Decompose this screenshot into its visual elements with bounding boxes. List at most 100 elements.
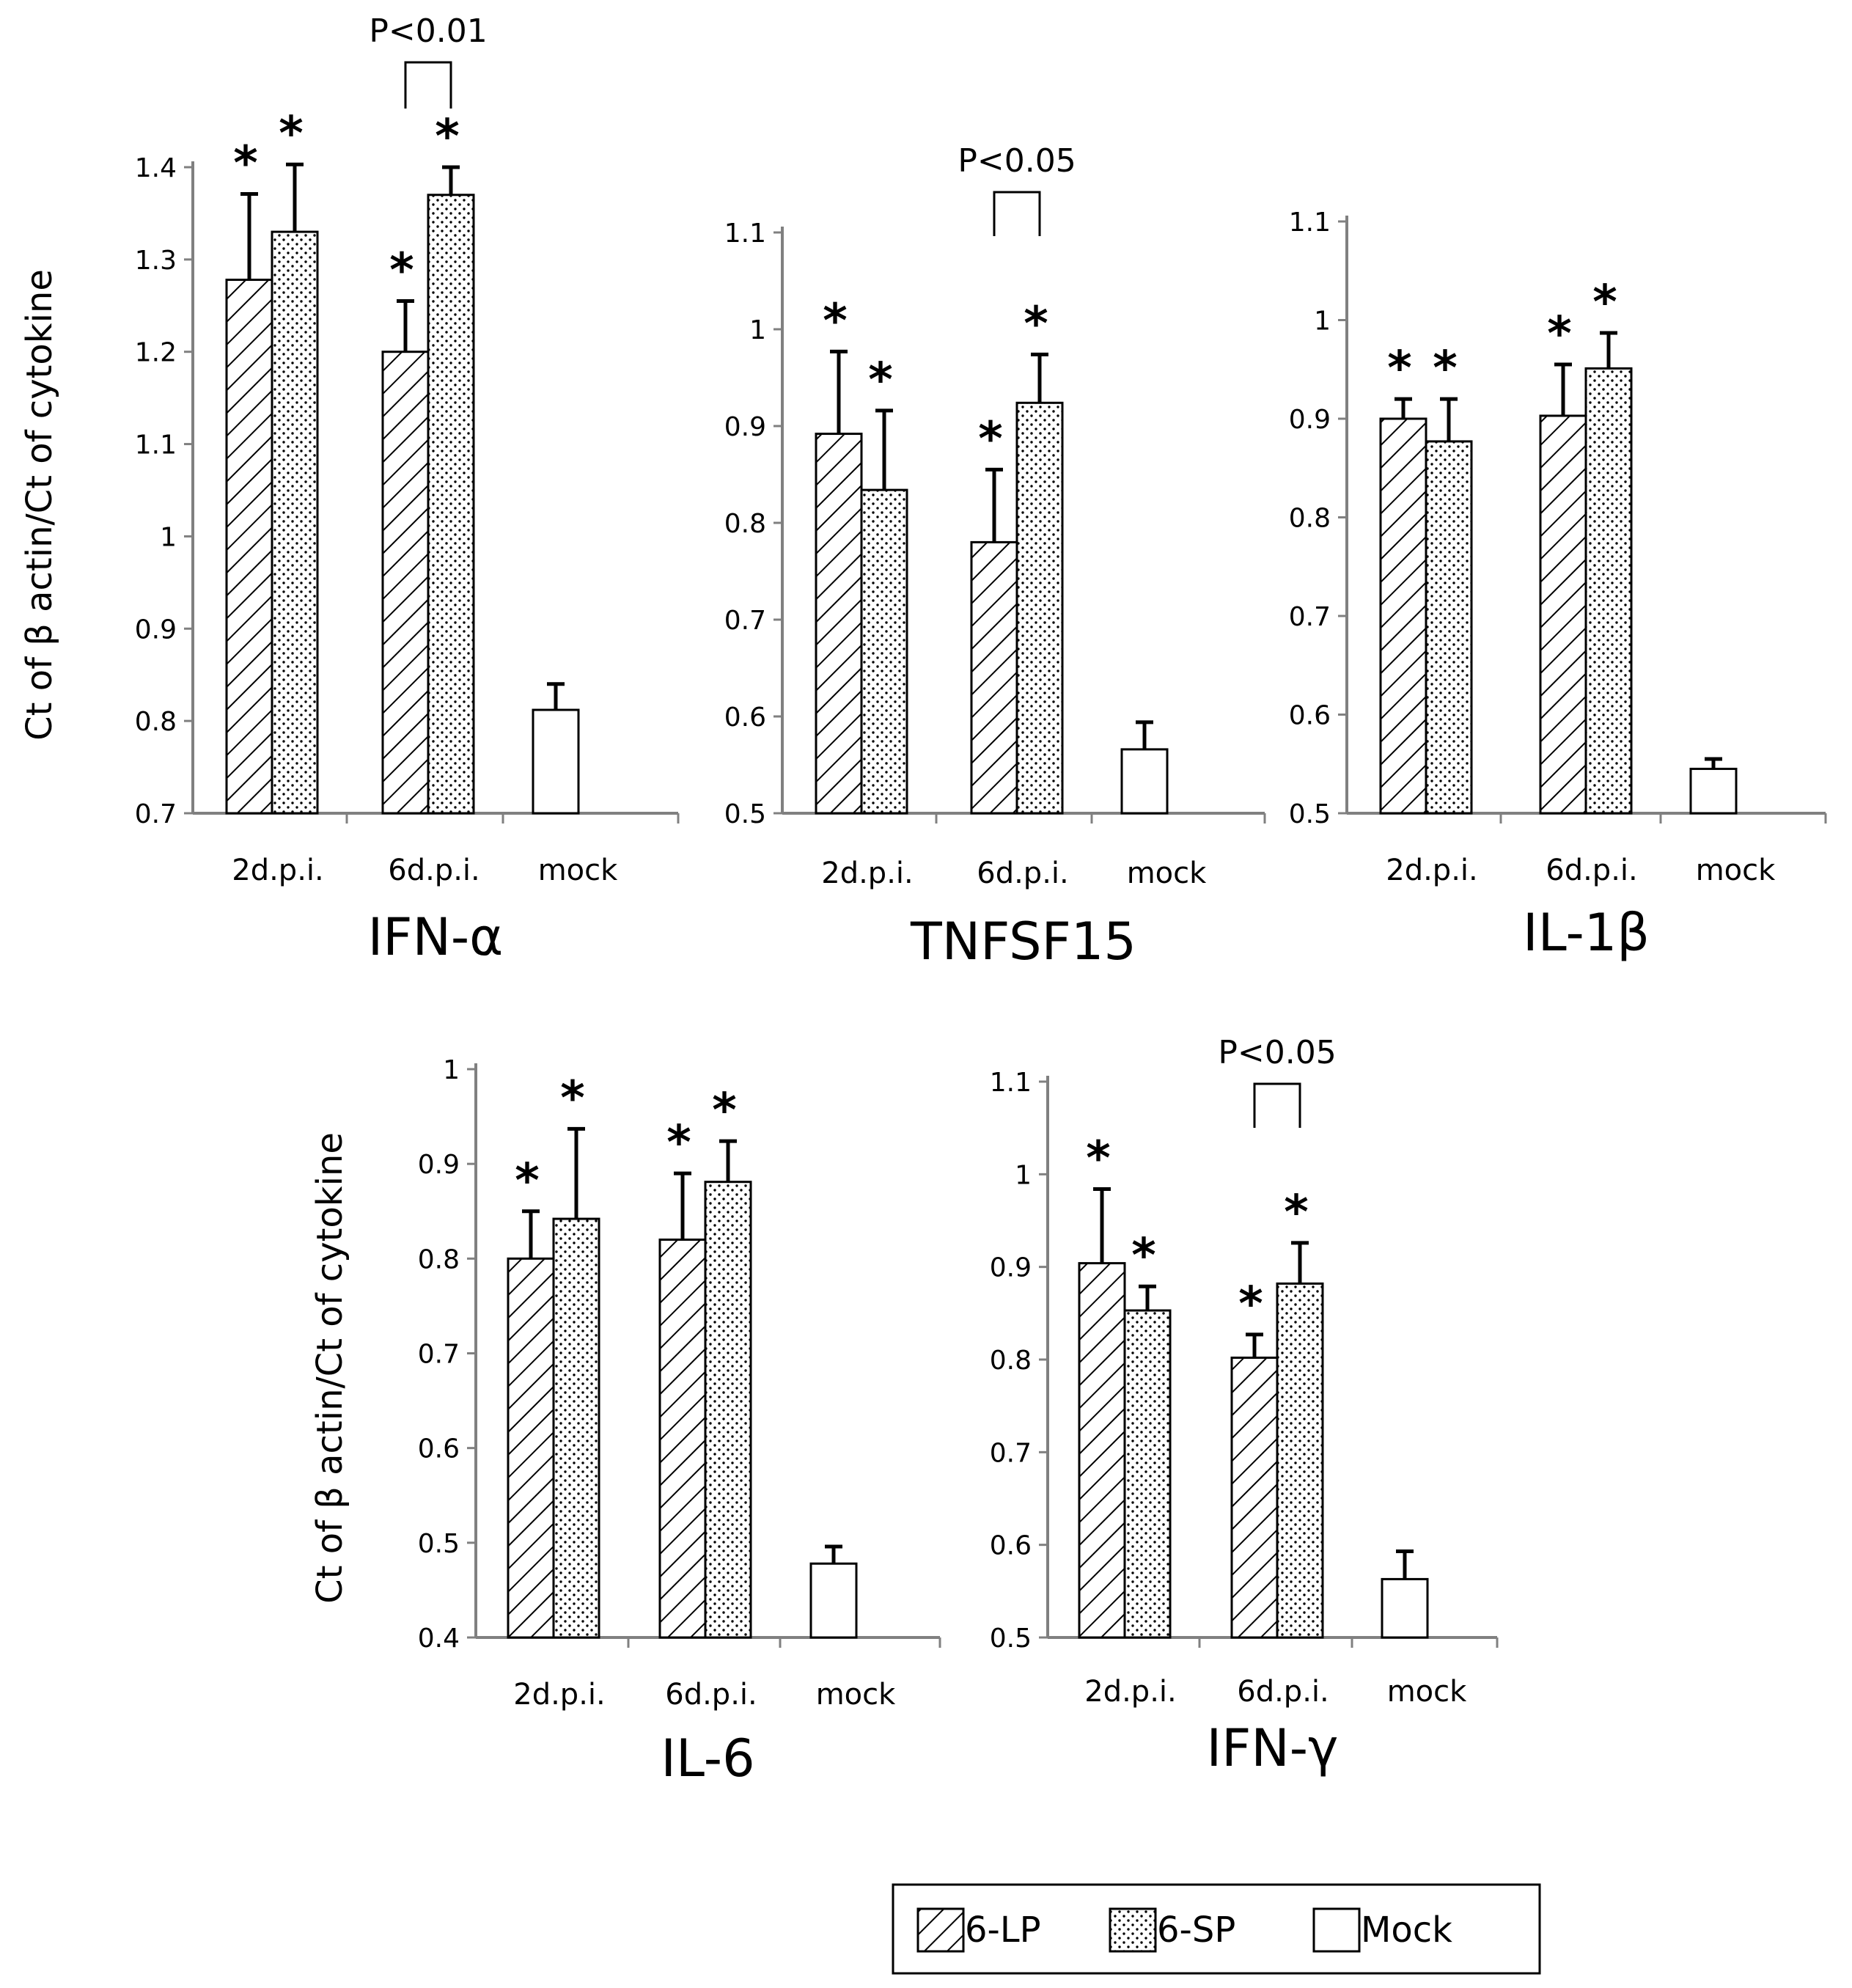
significance-star: * — [389, 243, 414, 298]
significance-star: * — [1284, 1186, 1308, 1240]
bar-mock-mock — [1689, 767, 1738, 815]
legend-label: 6-SP — [1157, 1910, 1235, 1951]
bar-6-lp-2d-p-i — [507, 1257, 555, 1639]
x-tick-label: 2d.p.i. — [513, 1678, 606, 1712]
significance-star: * — [1086, 1132, 1110, 1186]
significance-star: * — [1024, 297, 1048, 351]
panel-il-6: 0.4 0.5 0.6 0.7 0.8 0.9 1 * * 2d.p.i. * * 6d.p.i. moc… — [309, 1055, 941, 1789]
bar-mock-mock — [1381, 1577, 1429, 1639]
y-tick-label: 0.8 — [135, 707, 177, 737]
y-tick-label: 1.1 — [1289, 208, 1331, 238]
y-tick-label: 1.2 — [135, 338, 177, 368]
p-value-annotation: P<0.05 — [1218, 1034, 1336, 1071]
significance-bracket — [1253, 1082, 1301, 1128]
y-tick-label: 0.9 — [724, 412, 766, 442]
bar-6-sp-2d-p-i — [552, 1217, 600, 1639]
y-tick-label: 0.9 — [990, 1253, 1032, 1283]
legend-label: 6-LP — [965, 1910, 1041, 1951]
y-tick-label: 0.9 — [135, 615, 177, 645]
legend-item-6-sp: 6-SP — [1109, 1907, 1235, 1953]
significance-star: * — [666, 1116, 691, 1170]
y-tick-label: 1 — [1314, 307, 1331, 337]
significance-star: * — [435, 110, 459, 164]
significance-star: * — [712, 1084, 736, 1138]
x-tick-label: mock — [1387, 1675, 1467, 1709]
y-tick-label: 0.6 — [1289, 701, 1331, 731]
significance-star: * — [868, 353, 892, 408]
legend-swatch-dots — [1109, 1907, 1157, 1953]
y-tick-label: 0.6 — [418, 1434, 460, 1464]
significance-star: * — [978, 412, 1002, 466]
y-tick-label: 1 — [749, 315, 766, 345]
legend-swatch-hatch — [916, 1907, 965, 1953]
chart-title: TNFSF15 — [910, 912, 1136, 972]
bar-6-sp-6d-p-i — [1276, 1282, 1324, 1639]
panel-tnfsf15: 0.5 0.6 0.7 0.8 0.9 1 1.1 * * 2d.p.i. * * 6d.p.i. moc… — [724, 142, 1266, 972]
y-tick-label: 1.3 — [135, 246, 177, 276]
bar-6-lp-2d-p-i — [815, 433, 863, 815]
panel-il-1: 0.5 0.6 0.7 0.8 0.9 1 1.1 * * 2d.p.i. * * 6d.p.i. moc… — [1289, 208, 1827, 963]
y-tick-label: 0.9 — [418, 1150, 460, 1180]
x-tick-label: mock — [538, 854, 618, 887]
y-tick-label: 0.6 — [724, 703, 766, 733]
bar-6-sp-2d-p-i — [271, 230, 319, 815]
y-tick-label: 0.7 — [1289, 602, 1331, 632]
chart-title: IFN-γ — [1207, 1718, 1339, 1778]
panel-ifn: 0.7 0.8 0.9 1 1.1 1.2 1.3 1.4 * * 2d.p.i. * * 6d.p.i.… — [19, 12, 680, 967]
p-value-annotation: P<0.01 — [369, 12, 487, 50]
y-tick-label: 1.1 — [724, 219, 766, 249]
bar-6-lp-6d-p-i — [970, 540, 1018, 815]
y-tick-label: 0.7 — [418, 1340, 460, 1370]
legend-item-6-lp: 6-LP — [916, 1907, 1041, 1953]
significance-star: * — [1131, 1229, 1155, 1283]
legend: 6-LP 6-SP Mock — [892, 1883, 1541, 1975]
chart-title: IFN-α — [368, 907, 504, 967]
significance-star: * — [233, 136, 257, 191]
legend-item-mock: Mock — [1312, 1907, 1452, 1953]
y-tick-label: 0.7 — [990, 1438, 1032, 1468]
bar-6-sp-2d-p-i — [860, 488, 908, 815]
y-tick-label: 0.5 — [1289, 799, 1331, 829]
x-tick-label: 6d.p.i. — [665, 1678, 757, 1712]
bar-6-lp-6d-p-i — [381, 351, 430, 815]
x-tick-label: 2d.p.i. — [821, 857, 914, 890]
x-tick-label: 6d.p.i. — [388, 854, 480, 887]
y-tick-label: 0.9 — [1289, 405, 1331, 435]
bar-6-lp-6d-p-i — [1230, 1356, 1279, 1639]
bar-6-lp-2d-p-i — [225, 279, 273, 815]
x-tick-label: 6d.p.i. — [1237, 1675, 1329, 1709]
x-tick-label: 2d.p.i. — [1386, 854, 1478, 887]
x-tick-label: mock — [1696, 854, 1776, 887]
significance-bracket — [404, 61, 452, 109]
y-tick-label: 1.1 — [135, 430, 177, 461]
legend-swatch-open — [1312, 1907, 1361, 1953]
bar-6-sp-6d-p-i — [427, 194, 475, 815]
panel-ifn: 0.5 0.6 0.7 0.8 0.9 1 1.1 * * 2d.p.i. * * 6d.p.i. moc… — [990, 1034, 1499, 1778]
x-tick-label: 6d.p.i. — [977, 857, 1069, 890]
y-tick-label: 1 — [160, 522, 177, 552]
y-tick-label: 0.7 — [724, 606, 766, 636]
p-value-annotation: P<0.05 — [958, 142, 1076, 180]
significance-star: * — [560, 1071, 584, 1126]
legend-box — [892, 1883, 1541, 1975]
significance-star: * — [515, 1154, 539, 1208]
significance-star: * — [279, 107, 303, 161]
bar-6-sp-6d-p-i — [704, 1181, 752, 1639]
significance-star: * — [1238, 1277, 1263, 1332]
bar-6-sp-6d-p-i — [1015, 401, 1064, 815]
bar-6-lp-6d-p-i — [1539, 414, 1587, 815]
y-axis-label: Ct of β actin/Ct of cytokine — [19, 269, 60, 741]
y-tick-label: 0.8 — [418, 1244, 460, 1274]
bar-mock-mock — [532, 708, 580, 815]
x-tick-label: mock — [1127, 857, 1207, 890]
y-tick-label: 0.6 — [990, 1531, 1032, 1561]
significance-star: * — [1592, 276, 1617, 330]
y-tick-label: 0.8 — [1289, 504, 1331, 534]
y-tick-label: 0.5 — [724, 799, 766, 829]
y-tick-label: 1 — [1015, 1160, 1032, 1190]
significance-star: * — [823, 294, 847, 348]
bar-6-sp-6d-p-i — [1584, 367, 1633, 815]
x-tick-label: mock — [816, 1678, 896, 1712]
y-axis-label: Ct of β actin/Ct of cytokine — [309, 1132, 350, 1604]
